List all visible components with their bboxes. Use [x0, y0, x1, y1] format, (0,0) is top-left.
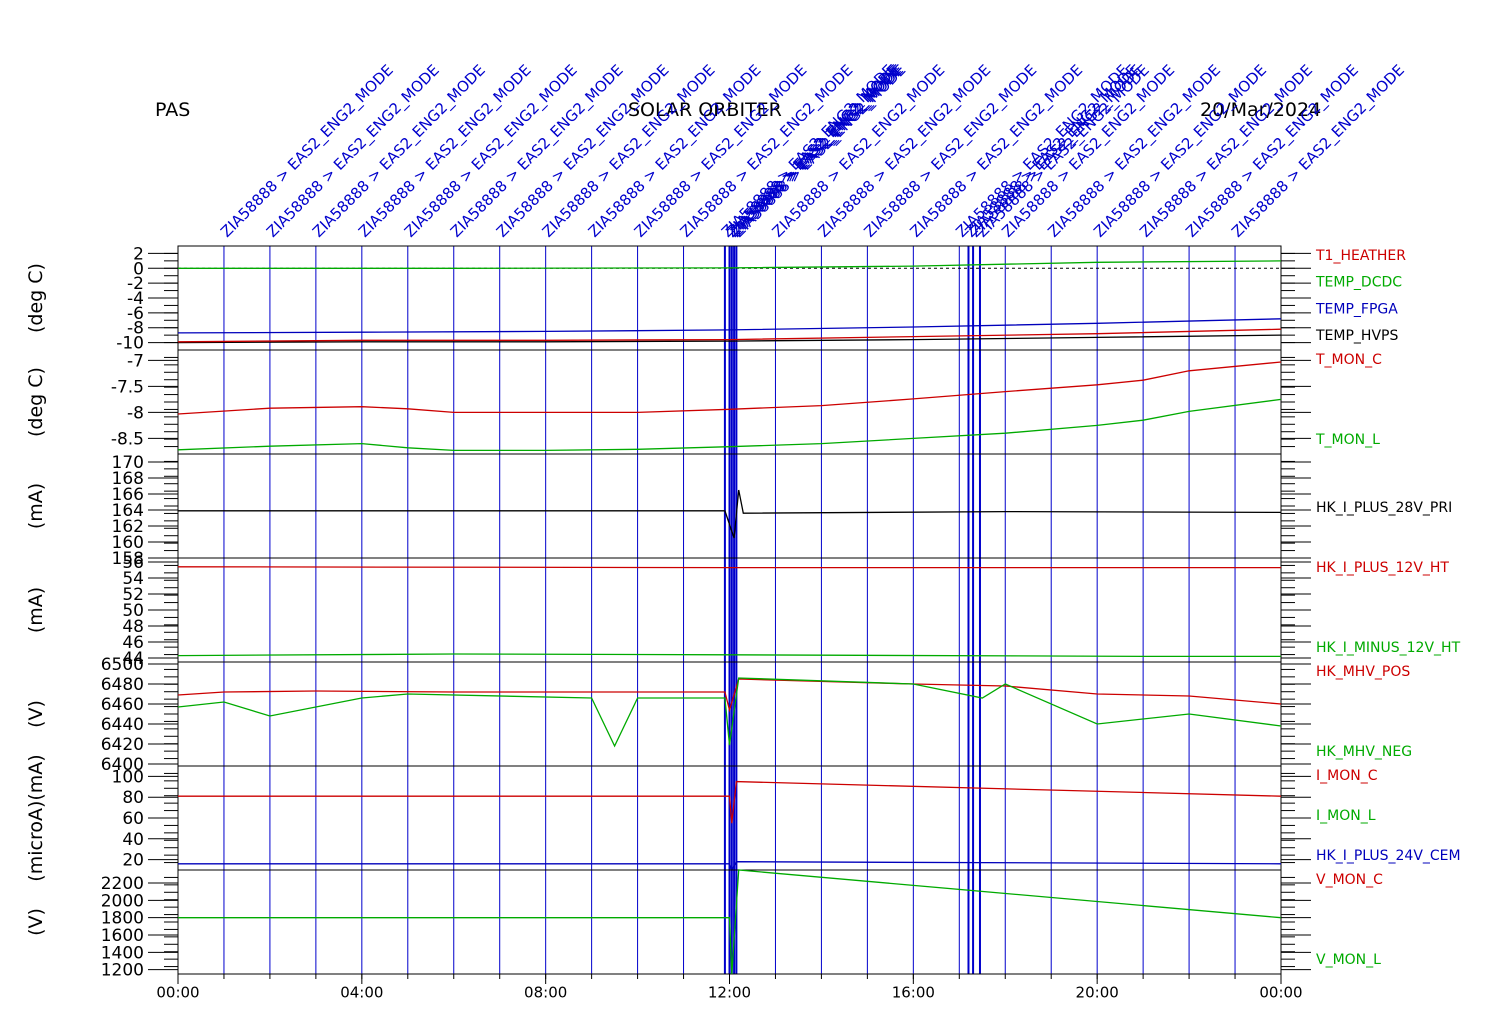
legend-label: HK_I_PLUS_12V_HT	[1316, 560, 1449, 576]
y-tick-label: 6400	[101, 755, 144, 775]
series-line	[177, 398, 1282, 452]
y-tick-label: 2200	[101, 874, 144, 894]
legend-label: I_MON_L	[1316, 808, 1376, 824]
series-line	[178, 780, 1282, 824]
legend-label: I_MON_C	[1316, 768, 1378, 784]
y-tick-label: 158	[112, 549, 144, 569]
series-line	[177, 678, 1282, 713]
y-tick-label: -7.5	[111, 377, 144, 397]
y-tick-label: -10	[116, 334, 144, 354]
y-tick-label: 100	[112, 767, 144, 787]
y-tick-label: 54	[122, 569, 144, 589]
y-axis-label: (microA)(mA)	[25, 754, 47, 881]
y-tick-label: 164	[112, 501, 144, 521]
y-axis-label: (mA)	[25, 587, 47, 633]
y-tick-label: 6500	[101, 655, 144, 675]
y-tick-label: 1400	[101, 943, 144, 963]
x-tick-label: 08:00	[524, 984, 567, 1002]
series-line	[178, 869, 1282, 975]
legend-label: TEMP_HVPS	[1315, 328, 1398, 344]
y-tick-label: 6440	[101, 715, 144, 735]
x-tick-label: 04:00	[340, 984, 383, 1002]
y-tick-label: 162	[112, 517, 144, 537]
y-tick-label: 166	[112, 485, 144, 505]
y-tick-label: 170	[112, 453, 144, 473]
y-tick-label: 6480	[101, 675, 144, 695]
legend-label: T_MON_C	[1315, 352, 1382, 368]
series-line	[177, 328, 1282, 343]
header-date: 20/Mar/2024	[1200, 99, 1322, 121]
x-tick-label: 20:00	[1076, 984, 1119, 1002]
legend-label: HK_I_MINUS_12V_HT	[1316, 640, 1461, 656]
series-line	[177, 677, 1282, 748]
y-axis-label: (deg C)	[25, 367, 47, 437]
legend-label: HK_MHV_POS	[1316, 664, 1410, 680]
y-tick-label: -8	[127, 403, 144, 423]
x-tick-label: 00:00	[156, 984, 199, 1002]
y-axis-label: (V)	[25, 908, 47, 936]
series-line	[177, 653, 1281, 658]
y-axis-label: (mA)	[25, 483, 47, 529]
legend-label: HK_I_PLUS_24V_CEM	[1316, 848, 1461, 864]
y-tick-label: -8.5	[111, 429, 144, 449]
y-tick-label: 0	[133, 259, 144, 279]
y-tick-label: 6460	[101, 695, 144, 715]
x-tick-label: 00:00	[1259, 984, 1302, 1002]
series-line	[177, 566, 1281, 569]
y-tick-label: 56	[122, 553, 144, 573]
legend-label: HK_I_PLUS_28V_PRI	[1316, 500, 1452, 516]
legend-label: T_MON_L	[1315, 432, 1380, 448]
header-instrument: PAS	[155, 99, 191, 121]
y-axis-label: (deg C)	[25, 263, 47, 333]
x-tick-label: 12:00	[708, 984, 751, 1002]
header-mission: SOLAR ORBITER	[628, 99, 782, 121]
y-tick-label: 1200	[101, 961, 144, 981]
y-tick-label: -4	[127, 289, 144, 309]
y-tick-label: 48	[122, 617, 144, 637]
y-tick-label: 80	[122, 788, 144, 808]
y-tick-label: 168	[112, 469, 144, 489]
y-axis-label: (V)	[25, 700, 47, 728]
y-tick-label: -6	[127, 304, 144, 324]
y-tick-label: -2	[127, 274, 144, 294]
legend-label: TEMP_FPGA	[1315, 301, 1398, 317]
y-tick-label: 40	[122, 830, 144, 850]
y-tick-label: -7	[127, 351, 144, 371]
y-tick-label: 1600	[101, 926, 144, 946]
series-line	[177, 318, 1282, 334]
legend-label: V_MON_L	[1316, 952, 1381, 968]
y-tick-label: 2	[133, 244, 144, 264]
series-line	[178, 489, 1282, 539]
y-tick-label: 2000	[101, 891, 144, 911]
series-line	[178, 260, 1282, 269]
x-tick-label: 16:00	[892, 984, 935, 1002]
legend-label: TEMP_DCDC	[1315, 275, 1402, 291]
y-tick-label: 6420	[101, 735, 144, 755]
y-tick-label: 1800	[101, 909, 144, 929]
legend-label: V_MON_C	[1316, 872, 1383, 888]
y-tick-label: 20	[122, 851, 144, 871]
legend-label: T1_HEATHER	[1315, 248, 1406, 264]
series-line	[177, 361, 1282, 415]
y-tick-label: 160	[112, 533, 144, 553]
y-tick-label: -8	[127, 319, 144, 339]
y-tick-label: 46	[122, 633, 144, 653]
y-tick-label: 52	[122, 585, 144, 605]
y-tick-label: 60	[122, 809, 144, 829]
series-line	[177, 334, 1282, 344]
legend-label: HK_MHV_NEG	[1316, 744, 1412, 760]
y-tick-label: 44	[122, 649, 144, 669]
y-tick-label: 50	[122, 601, 144, 621]
